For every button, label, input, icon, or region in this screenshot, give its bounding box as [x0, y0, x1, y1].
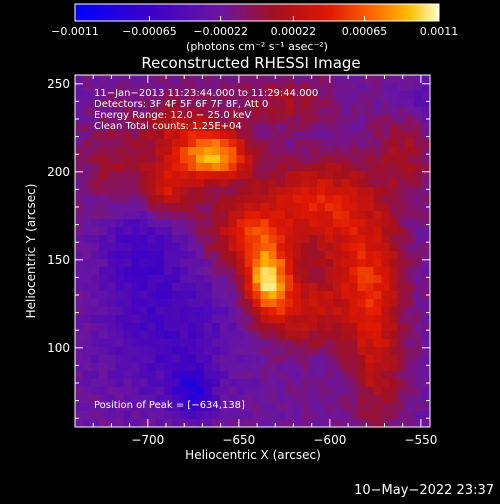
x-tick-label: −700: [131, 433, 164, 447]
colorbar-tick-label: −0.0011: [51, 25, 99, 38]
footer-timestamp: 10−May−2022 23:37: [354, 483, 494, 498]
y-tick-label: 100: [47, 341, 70, 355]
y-tick-label: 200: [47, 165, 70, 179]
annotation-line: Detectors: 3F 4F 5F 6F 7F 8F, Att 0: [94, 99, 268, 110]
annotation-line: Clean Total counts: 1.25E+04: [94, 121, 242, 132]
y-tick-label: 250: [47, 77, 70, 91]
y-tick-label: 150: [47, 253, 70, 267]
x-axis-label: Heliocentric X (arcsec): [185, 448, 321, 462]
x-tick-label: −600: [313, 433, 346, 447]
colorbar-tick-label: −0.00022: [193, 25, 248, 38]
y-axis-label: Heliocentric Y (arcsec): [24, 184, 38, 319]
colorbar-tick-label: 0.00065: [342, 25, 388, 38]
colorbar-tick-label: 0.0011: [420, 25, 459, 38]
annotation-block: 11−Jan−2013 11:23:44.000 to 11:29:44.000…: [94, 88, 318, 132]
colorbar: [74, 3, 440, 22]
colorbar-tick-label: 0.00022: [271, 25, 317, 38]
x-tick-label: −650: [222, 433, 255, 447]
heatmap-image: [75, 75, 430, 427]
colorbar-ticks: −0.0011 −0.00065 −0.00022 0.00022 0.00065 0.0…: [51, 16, 458, 38]
plot-frame: [74, 74, 431, 428]
peak-position-label: Position of Peak = [−634,138]: [94, 400, 245, 411]
colorbar-tick-label: −0.00065: [122, 25, 177, 38]
x-axis-ticks: −700 −650 −600 −550: [74, 75, 437, 447]
x-tick-label: −550: [404, 433, 437, 447]
chart-title: Reconstructed RHESSI Image: [141, 54, 360, 72]
annotation-line: Energy Range: 12.0 − 25.0 keV: [94, 110, 251, 121]
annotation-line: 11−Jan−2013 11:23:44.000 to 11:29:44.000: [94, 88, 318, 99]
colorbar-units: (photons cm⁻² s⁻¹ asec⁻²): [186, 40, 328, 53]
y-axis-ticks: 100 150 200 250: [47, 77, 430, 419]
